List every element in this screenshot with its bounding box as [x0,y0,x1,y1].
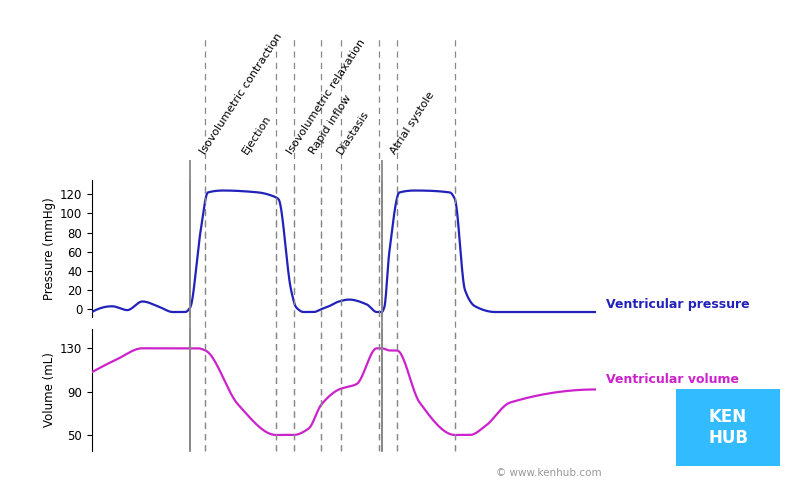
Y-axis label: Pressure (mmHg): Pressure (mmHg) [42,197,56,300]
Text: Isovolumetric contraction: Isovolumetric contraction [198,31,284,156]
Text: © www.kenhub.com: © www.kenhub.com [496,468,602,478]
Text: Diastasis: Diastasis [335,108,371,156]
Text: Atrial systole: Atrial systole [388,90,436,156]
Text: KEN
HUB: KEN HUB [708,408,748,446]
Text: Ejection: Ejection [241,113,274,156]
Y-axis label: Volume (mL): Volume (mL) [43,353,56,427]
Text: Ventricular pressure: Ventricular pressure [606,298,750,311]
Text: Isovolumetric relaxation: Isovolumetric relaxation [285,37,367,156]
Text: Rapid inflow: Rapid inflow [308,93,354,156]
Text: Ventricular volume: Ventricular volume [606,373,738,386]
